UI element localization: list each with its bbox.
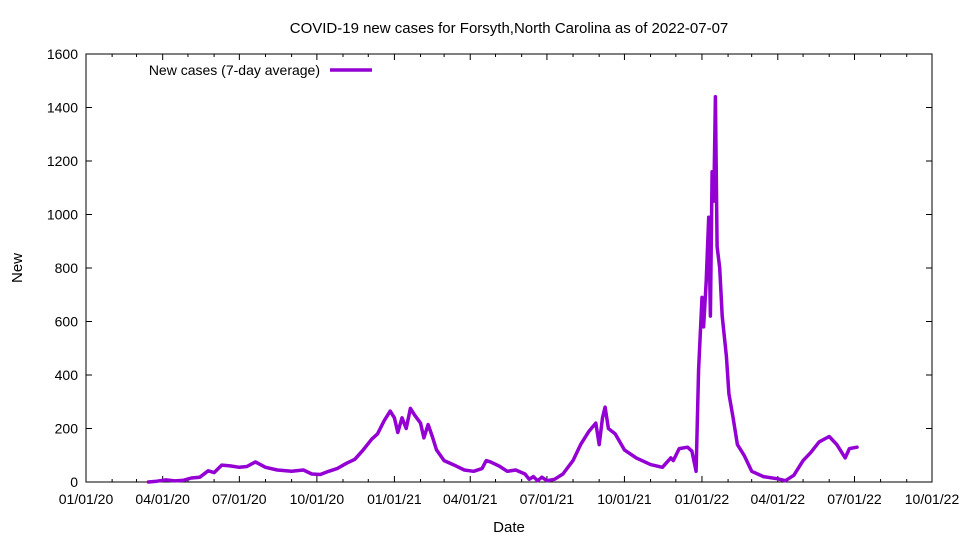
legend-label: New cases (7-day average)	[149, 62, 320, 78]
y-tick-label: 200	[55, 421, 79, 437]
x-tick-label: 04/01/20	[135, 491, 190, 507]
y-axis-label: New	[9, 253, 26, 283]
legend: New cases (7-day average)	[149, 62, 372, 78]
x-tick-label: 01/01/20	[59, 491, 114, 507]
x-tick-label: 07/01/20	[212, 491, 267, 507]
y-tick-label: 1600	[47, 46, 78, 62]
x-tick-label: 01/01/21	[367, 491, 422, 507]
x-tick-label: 04/01/22	[751, 491, 806, 507]
x-tick-label: 10/01/21	[597, 491, 652, 507]
y-tick-label: 1200	[47, 153, 78, 169]
series-layer	[146, 95, 859, 484]
plot-border	[85, 53, 933, 483]
plot-frame	[85, 53, 933, 483]
x-tick-label: 01/01/22	[675, 491, 730, 507]
y-tick-label: 1000	[47, 207, 78, 223]
x-axis-label: Date	[493, 519, 525, 536]
x-tick-label: 10/01/22	[905, 491, 960, 507]
x-tick-label: 07/01/22	[827, 491, 882, 507]
y-tick-label: 800	[55, 260, 79, 276]
x-tick-label: 10/01/20	[290, 491, 345, 507]
x-axis: 01/01/20 04/01/20 07/01/20 10/01/20 01/01/21…	[59, 54, 960, 507]
chart-title: COVID-19 new cases for Forsyth,North Car…	[290, 20, 729, 37]
x-tick-label: 07/01/21	[520, 491, 575, 507]
y-axis: 0 200 400 600 800 1000 1200 1400 1600	[47, 46, 932, 490]
series-line-0	[146, 95, 859, 484]
y-tick-label: 1400	[47, 100, 78, 116]
y-tick-label: 0	[70, 474, 78, 490]
y-tick-label: 400	[55, 367, 79, 383]
y-tick-label: 600	[55, 314, 79, 330]
x-tick-label: 04/01/21	[443, 491, 498, 507]
